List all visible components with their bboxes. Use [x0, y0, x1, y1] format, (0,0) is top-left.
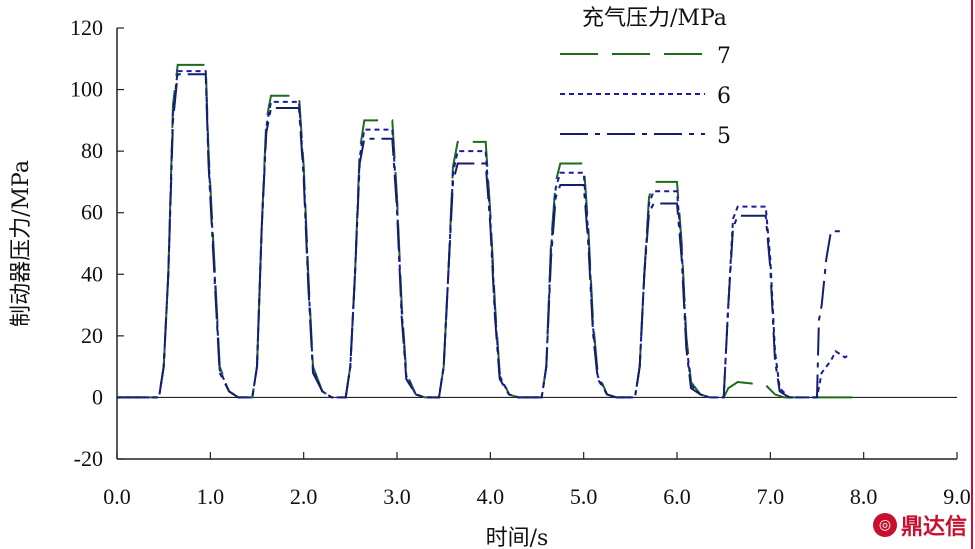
x-tick-label: 2.0: [290, 484, 318, 509]
x-tick-label: 0.0: [103, 484, 131, 509]
legend-label-7: 7: [717, 44, 731, 69]
y-tick-label: 40: [81, 261, 103, 286]
y-tick-label: 120: [70, 15, 103, 40]
chart-axes: -20 0 20 40 60 80 100 120 0.0 1.0 2.0 3.0 4.0 5.0 6.0 7…: [70, 15, 971, 509]
y-tick-label: 80: [81, 138, 103, 163]
chart-series: [117, 63, 864, 399]
y-tick-label: 60: [81, 200, 103, 225]
watermark-logo: ◎ 鼎达信: [872, 509, 967, 541]
x-axis-label: 时间/s: [486, 526, 549, 549]
y-tick-label: 20: [81, 323, 103, 348]
x-tick-label: 9.0: [943, 484, 971, 509]
y-tick-label: 100: [70, 77, 103, 102]
y-tick-label: 0: [92, 384, 103, 409]
x-tick-label: 4.0: [477, 484, 505, 509]
x-tick-label: 1.0: [197, 484, 225, 509]
y-tick-label: -20: [74, 446, 103, 471]
y-axis-label: 制动器压力/MPa: [9, 160, 34, 327]
x-tick-label: 8.0: [850, 484, 878, 509]
right-edge-line: [971, 0, 973, 549]
legend-label-6: 6: [717, 84, 731, 109]
series-line-7: [117, 63, 864, 399]
x-tick-label: 3.0: [383, 484, 411, 509]
legend-label-5: 5: [717, 124, 731, 149]
chart-legend: 充气压力/MPa 7 6 5: [560, 6, 731, 149]
watermark-text: 鼎达信: [900, 515, 967, 540]
x-tick-label: 7.0: [757, 484, 785, 509]
series-line-6: [117, 70, 851, 399]
x-tick-label: 6.0: [663, 484, 691, 509]
x-tick-label: 5.0: [570, 484, 598, 509]
series-line-5: [117, 73, 845, 399]
legend-title: 充气压力/MPa: [582, 6, 727, 31]
seal-icon: ◎: [872, 513, 897, 537]
